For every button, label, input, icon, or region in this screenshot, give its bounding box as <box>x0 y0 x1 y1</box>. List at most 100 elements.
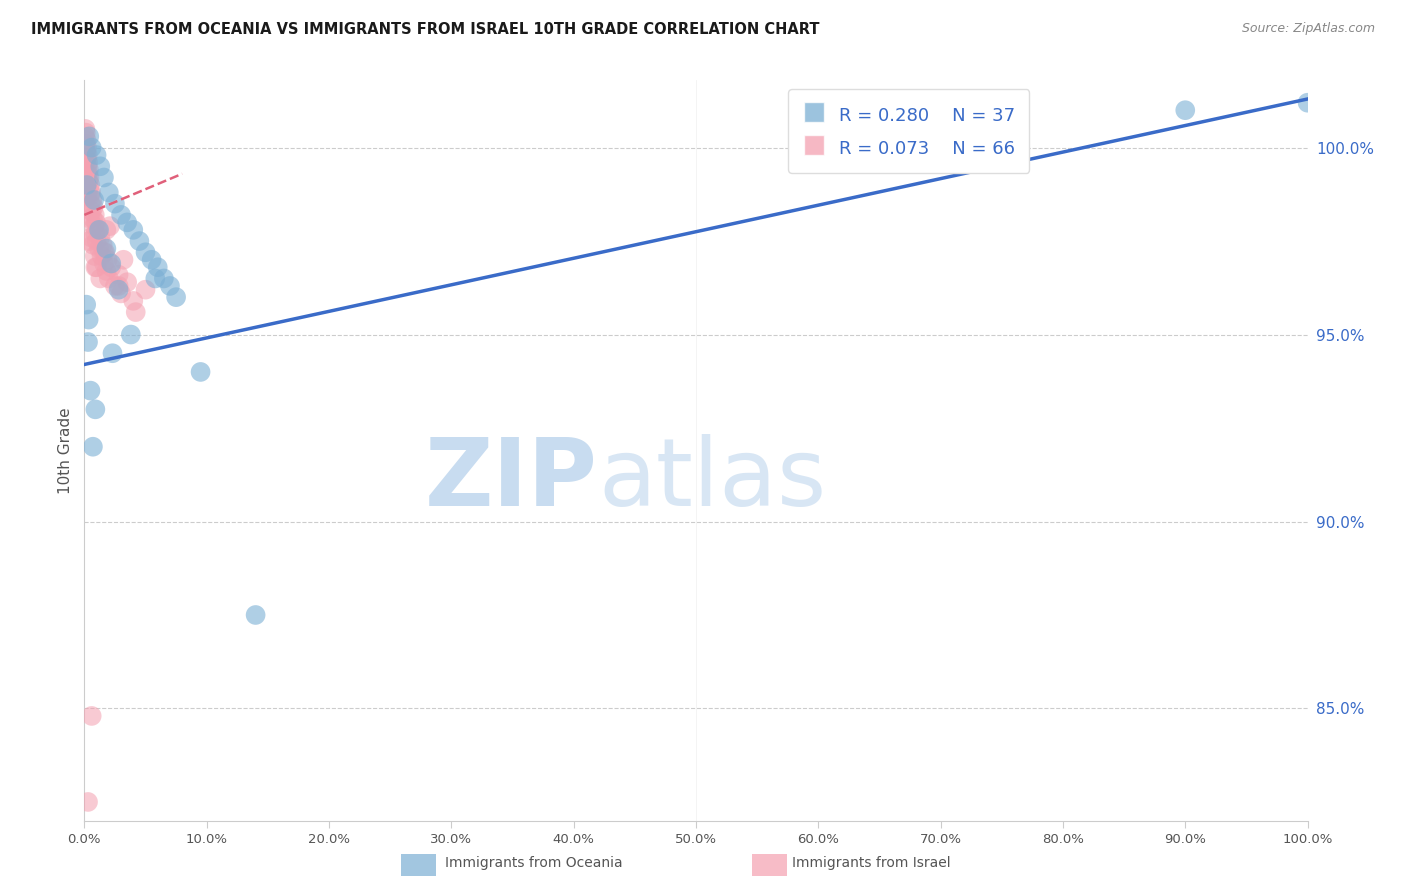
Point <box>82 440 104 454</box>
Point <box>128 234 150 248</box>
Point <box>75 155 97 169</box>
Point <box>245 607 267 622</box>
Point <box>153 271 176 285</box>
Point <box>101 346 124 360</box>
Point <box>84 402 107 417</box>
Point <box>79 170 101 185</box>
Point <box>79 211 101 226</box>
Point <box>73 129 96 144</box>
Point <box>75 145 97 159</box>
Text: Source: ZipAtlas.com: Source: ZipAtlas.com <box>1241 22 1375 36</box>
Point <box>75 126 97 140</box>
Point <box>110 208 132 222</box>
Text: Immigrants from Oceania: Immigrants from Oceania <box>446 855 623 870</box>
Point <box>165 290 187 304</box>
Point <box>97 186 120 200</box>
Point <box>76 178 98 192</box>
Point <box>80 709 103 723</box>
Point <box>77 182 100 196</box>
Point <box>96 223 118 237</box>
Text: Immigrants from Israel: Immigrants from Israel <box>793 855 950 870</box>
Point <box>112 252 135 267</box>
Point <box>146 260 169 275</box>
Point <box>122 293 145 308</box>
Point <box>77 167 100 181</box>
Point <box>76 133 98 147</box>
Point <box>77 174 100 188</box>
Point <box>807 121 830 136</box>
Point <box>135 245 157 260</box>
Point <box>77 163 100 178</box>
Point <box>100 260 122 275</box>
Point <box>86 234 108 248</box>
Point <box>76 159 98 173</box>
Point <box>107 279 129 293</box>
Text: atlas: atlas <box>598 434 827 526</box>
Point <box>93 256 115 270</box>
Point <box>97 252 120 267</box>
Point <box>143 271 166 285</box>
Point <box>83 249 105 263</box>
Point <box>1174 103 1197 118</box>
Point <box>79 384 101 398</box>
Point <box>79 196 101 211</box>
Point <box>90 249 112 263</box>
Point <box>75 136 97 151</box>
Point <box>135 283 157 297</box>
Point <box>141 252 163 267</box>
Point <box>80 140 103 154</box>
Point <box>82 211 104 226</box>
Point <box>76 182 98 196</box>
Point <box>122 223 145 237</box>
Point <box>77 129 100 144</box>
Point <box>94 245 117 260</box>
Point <box>86 260 108 275</box>
Point <box>79 189 101 203</box>
Point <box>100 256 122 270</box>
Point <box>77 234 100 248</box>
Point <box>84 260 107 275</box>
Point <box>91 237 114 252</box>
Point <box>84 227 107 241</box>
Point <box>80 204 103 219</box>
Y-axis label: 10th Grade: 10th Grade <box>58 407 73 494</box>
Text: IMMIGRANTS FROM OCEANIA VS IMMIGRANTS FROM ISRAEL 10TH GRADE CORRELATION CHART: IMMIGRANTS FROM OCEANIA VS IMMIGRANTS FR… <box>31 22 820 37</box>
Point <box>83 219 105 233</box>
Point <box>87 223 110 237</box>
Point <box>110 286 132 301</box>
Point <box>98 219 121 233</box>
Point <box>1296 95 1319 110</box>
Point <box>80 186 103 200</box>
Point <box>93 245 115 260</box>
Point <box>87 242 110 256</box>
Point <box>120 327 142 342</box>
Point <box>79 178 101 192</box>
Point <box>75 298 97 312</box>
Point <box>107 268 129 282</box>
Point <box>82 193 104 207</box>
Point <box>75 121 97 136</box>
Point <box>125 305 148 319</box>
Point <box>77 795 100 809</box>
Point <box>87 223 110 237</box>
Point <box>104 279 127 293</box>
Point <box>76 189 98 203</box>
Point <box>97 271 120 285</box>
Point <box>84 215 107 229</box>
Point <box>77 312 100 326</box>
Point <box>82 237 104 252</box>
Legend: R = 0.280    N = 37, R = 0.073    N = 66: R = 0.280 N = 37, R = 0.073 N = 66 <box>789 89 1029 173</box>
Point <box>83 193 105 207</box>
Point <box>76 140 98 154</box>
Point <box>89 159 111 173</box>
Point <box>96 242 118 256</box>
Text: ZIP: ZIP <box>425 434 598 526</box>
Point <box>76 152 98 166</box>
Point <box>93 170 115 185</box>
Point <box>96 264 118 278</box>
Point <box>107 283 129 297</box>
Point <box>76 148 98 162</box>
Point <box>89 271 111 285</box>
Point <box>89 230 111 244</box>
Point <box>190 365 212 379</box>
